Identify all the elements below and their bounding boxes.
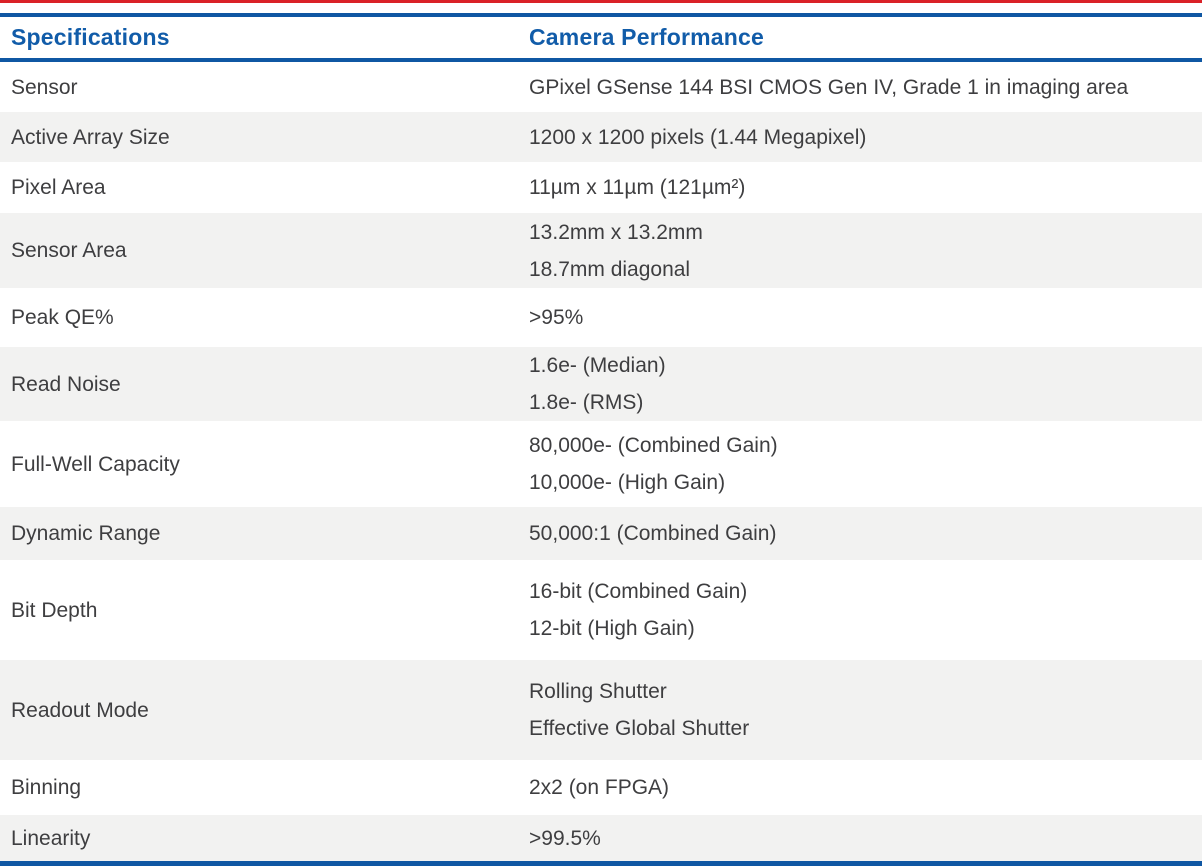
spec-label: Full-Well Capacity (11, 452, 180, 476)
spec-value-line: 1200 x 1200 pixels (1.44 Megapixel) (529, 125, 867, 149)
spec-label: Active Array Size (11, 125, 170, 149)
spec-value-line: 12-bit (High Gain) (529, 617, 695, 640)
column-header-camera-performance: Camera Performance (529, 24, 764, 50)
spec-row-read-noise: Read Noise 1.6e- (Median) 1.8e- (RMS) (0, 347, 1202, 421)
spec-label: Pixel Area (11, 176, 106, 199)
spec-value: 11µm x 11µm (121µm²) (529, 169, 1202, 206)
table-bottom-rule (0, 861, 1202, 866)
spec-value-line: 2x2 (on FPGA) (529, 776, 670, 799)
spec-label: Sensor (11, 75, 78, 99)
spec-value: 13.2mm x 13.2mm 18.7mm diagonal (529, 214, 1202, 288)
spec-value: >99.5% (529, 820, 1202, 857)
spec-label: Peak QE% (11, 306, 114, 329)
spec-value-line: 50,000:1 (Combined Gain) (529, 522, 777, 545)
spec-value-line: 11µm x 11µm (121µm²) (529, 176, 746, 199)
spec-value-line: Effective Global Shutter (529, 717, 750, 740)
spec-row-peak-qe: Peak QE% >95% (0, 288, 1202, 347)
spec-value: Rolling Shutter Effective Global Shutter (529, 673, 1202, 747)
spec-value: >95% (529, 299, 1202, 336)
spec-label: Readout Mode (11, 698, 149, 722)
spec-value-line: 16-bit (Combined Gain) (529, 580, 748, 603)
spec-value-line: 18.7mm diagonal (529, 257, 691, 281)
spec-value-line: 1.8e- (RMS) (529, 391, 644, 414)
spec-value-line: >95% (529, 306, 584, 329)
spec-value-line: Rolling Shutter (529, 680, 667, 703)
spec-table-body: Sensor GPixel GSense 144 BSI CMOS Gen IV,… (0, 62, 1202, 861)
spec-label: Binning (11, 776, 82, 799)
spec-row-binning: Binning 2x2 (on FPGA) (0, 760, 1202, 815)
spec-label: Sensor Area (11, 239, 127, 262)
spec-label: Linearity (11, 826, 91, 850)
spec-row-bit-depth: Bit Depth 16-bit (Combined Gain) 12-bit (H… (0, 560, 1202, 660)
spec-row-full-well-capacity: Full-Well Capacity 80,000e- (Combined Gai… (0, 421, 1202, 507)
spec-label: Read Noise (11, 372, 121, 396)
spec-row-dynamic-range: Dynamic Range 50,000:1 (Combined Gain) (0, 507, 1202, 560)
table-top-rule (0, 13, 1202, 17)
spec-value-line: 80,000e- (Combined Gain) (529, 434, 778, 457)
spec-label: Bit Depth (11, 598, 98, 622)
top-red-rule (0, 0, 1202, 3)
spec-row-active-array-size: Active Array Size 1200 x 1200 pixels (1.4… (0, 112, 1202, 162)
spec-value: 1200 x 1200 pixels (1.44 Megapixel) (529, 119, 1202, 156)
spec-value-line: GPixel GSense 144 BSI CMOS Gen IV, Grade… (529, 75, 1129, 99)
spec-row-sensor-area: Sensor Area 13.2mm x 13.2mm 18.7mm diagona… (0, 213, 1202, 288)
spec-row-linearity: Linearity >99.5% (0, 815, 1202, 861)
spec-value-line: >99.5% (529, 826, 601, 850)
column-header-specifications: Specifications (11, 24, 170, 50)
table-header-row: Specifications Camera Performance (0, 17, 1202, 62)
spec-row-sensor: Sensor GPixel GSense 144 BSI CMOS Gen IV,… (0, 62, 1202, 112)
spec-label: Dynamic Range (11, 522, 161, 545)
spec-value: 2x2 (on FPGA) (529, 769, 1202, 806)
spec-value: 1.6e- (Median) 1.8e- (RMS) (529, 347, 1202, 421)
spec-value: 80,000e- (Combined Gain) 10,000e- (High G… (529, 427, 1202, 501)
spec-row-pixel-area: Pixel Area 11µm x 11µm (121µm²) (0, 162, 1202, 213)
spec-value-line: 1.6e- (Median) (529, 354, 666, 377)
spec-value: 50,000:1 (Combined Gain) (529, 515, 1202, 552)
top-spacer (0, 3, 1202, 13)
spec-row-readout-mode: Readout Mode Rolling Shutter Effective Glo… (0, 660, 1202, 760)
spec-value: 16-bit (Combined Gain) 12-bit (High Gain) (529, 573, 1202, 647)
spec-value-line: 10,000e- (High Gain) (529, 471, 726, 494)
spec-value-line: 13.2mm x 13.2mm (529, 220, 703, 244)
spec-value: GPixel GSense 144 BSI CMOS Gen IV, Grade… (529, 69, 1202, 106)
